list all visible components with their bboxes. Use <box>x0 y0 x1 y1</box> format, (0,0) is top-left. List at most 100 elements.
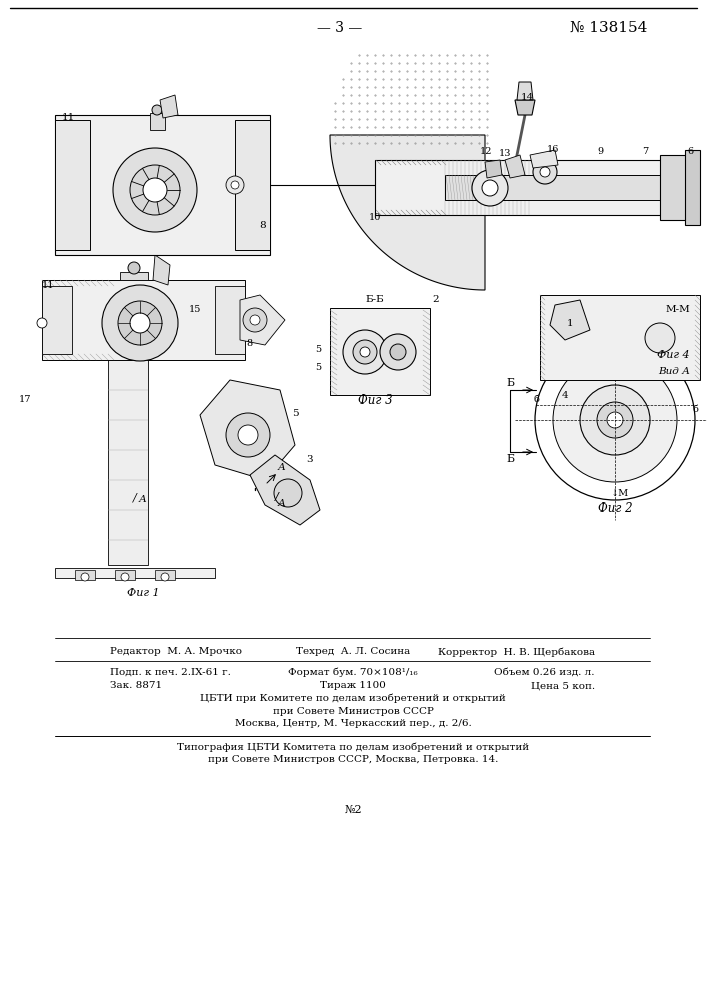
Text: /: / <box>133 493 137 503</box>
Circle shape <box>81 573 89 581</box>
Circle shape <box>553 358 677 482</box>
Polygon shape <box>55 115 270 255</box>
Circle shape <box>121 573 129 581</box>
Text: Фиг 3: Фиг 3 <box>358 393 392 406</box>
Polygon shape <box>235 120 270 250</box>
Text: б: б <box>533 395 539 404</box>
Circle shape <box>113 148 197 232</box>
Polygon shape <box>55 120 90 250</box>
Polygon shape <box>485 160 502 178</box>
Text: ЦБТИ при Комитете по делам изобретений и открытий: ЦБТИ при Комитете по делам изобретений и… <box>200 693 506 703</box>
Polygon shape <box>240 295 285 345</box>
Text: 13: 13 <box>498 148 511 157</box>
Circle shape <box>390 344 406 360</box>
Text: ↓М: ↓М <box>611 488 629 497</box>
Circle shape <box>231 181 239 189</box>
Polygon shape <box>330 308 430 395</box>
Text: Б: Б <box>506 378 514 388</box>
Text: Фиг 2: Фиг 2 <box>597 502 632 514</box>
Text: 5: 5 <box>315 346 321 355</box>
Polygon shape <box>445 175 690 200</box>
Text: Вид А: Вид А <box>658 367 690 376</box>
Text: Формат бум. 70×108¹/₁₆: Формат бум. 70×108¹/₁₆ <box>288 667 418 677</box>
Polygon shape <box>505 155 525 178</box>
Polygon shape <box>42 286 72 354</box>
Circle shape <box>645 323 675 353</box>
Bar <box>155 570 175 580</box>
Text: А: А <box>278 464 286 473</box>
Polygon shape <box>330 135 485 290</box>
Polygon shape <box>250 455 320 525</box>
Text: Б-Б: Б-Б <box>366 296 385 304</box>
Bar <box>115 570 135 580</box>
Circle shape <box>360 347 370 357</box>
Circle shape <box>130 165 180 215</box>
Circle shape <box>241 301 249 309</box>
Text: Корректор  Н. В. Щербакова: Корректор Н. В. Щербакова <box>438 647 595 657</box>
Polygon shape <box>660 155 695 220</box>
Polygon shape <box>153 255 170 285</box>
Circle shape <box>482 180 498 196</box>
Polygon shape <box>200 380 295 480</box>
Circle shape <box>580 385 650 455</box>
Polygon shape <box>150 113 165 130</box>
Text: 9: 9 <box>597 147 603 156</box>
Circle shape <box>274 479 302 507</box>
Text: — 3 —: — 3 — <box>317 21 363 35</box>
Text: Б: Б <box>506 454 514 464</box>
Polygon shape <box>685 150 700 225</box>
Polygon shape <box>530 150 558 168</box>
Circle shape <box>152 105 162 115</box>
Circle shape <box>353 340 377 364</box>
Polygon shape <box>108 350 148 565</box>
Polygon shape <box>550 300 590 340</box>
Text: 8: 8 <box>259 221 267 230</box>
Text: Зак. 8871: Зак. 8871 <box>110 682 162 690</box>
Circle shape <box>535 340 695 500</box>
Polygon shape <box>42 280 245 360</box>
Polygon shape <box>160 95 178 118</box>
Text: 8: 8 <box>246 338 252 348</box>
Circle shape <box>631 362 643 374</box>
Circle shape <box>128 262 140 274</box>
Circle shape <box>226 176 244 194</box>
Circle shape <box>118 301 162 345</box>
Text: при Совете Министров СССР, Москва, Петровка. 14.: при Совете Министров СССР, Москва, Петро… <box>208 756 498 764</box>
Text: Объем 0.26 изд. л.: Объем 0.26 изд. л. <box>494 668 595 676</box>
Text: 2: 2 <box>432 296 438 304</box>
Circle shape <box>161 573 169 581</box>
Text: 5: 5 <box>292 408 298 418</box>
Polygon shape <box>517 82 533 100</box>
Circle shape <box>102 285 178 361</box>
Text: 7: 7 <box>642 147 648 156</box>
Circle shape <box>343 330 387 374</box>
Text: Фиг 4: Фиг 4 <box>658 350 690 360</box>
Bar <box>75 570 95 580</box>
Text: 16: 16 <box>547 145 559 154</box>
Circle shape <box>380 334 416 370</box>
Circle shape <box>130 313 150 333</box>
Circle shape <box>238 425 258 445</box>
Circle shape <box>540 167 550 177</box>
Text: 1: 1 <box>567 318 573 328</box>
Text: 17: 17 <box>19 395 31 404</box>
Circle shape <box>250 315 260 325</box>
Circle shape <box>143 178 167 202</box>
Text: 3: 3 <box>307 456 313 464</box>
Polygon shape <box>625 355 650 380</box>
Circle shape <box>37 318 47 328</box>
Text: 15: 15 <box>189 306 201 314</box>
Text: Тираж 1100: Тираж 1100 <box>320 682 386 690</box>
Text: 14: 14 <box>520 93 534 102</box>
Text: Фиг 1: Фиг 1 <box>127 588 159 598</box>
Text: А: А <box>139 495 147 504</box>
Text: 4: 4 <box>561 390 568 399</box>
Text: № 138154: № 138154 <box>570 21 648 35</box>
Circle shape <box>472 170 508 206</box>
Text: Подп. к печ. 2.IX-61 г.: Подп. к печ. 2.IX-61 г. <box>110 668 231 676</box>
Polygon shape <box>540 295 700 380</box>
Polygon shape <box>120 272 148 280</box>
Text: Техред  А. Л. Сосина: Техред А. Л. Сосина <box>296 648 410 656</box>
Text: 5: 5 <box>315 363 321 372</box>
Text: А: А <box>278 498 286 508</box>
